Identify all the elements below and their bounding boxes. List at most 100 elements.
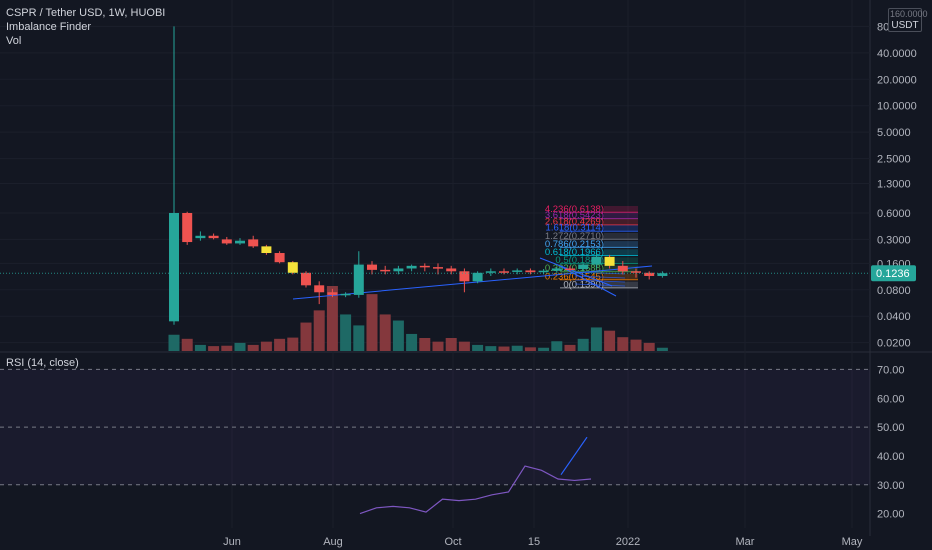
candle-body <box>274 253 285 263</box>
volume-bar <box>432 341 444 351</box>
volume-bar <box>564 344 576 351</box>
volume-bar <box>458 341 470 351</box>
price-axis-top-label: 160.0000 <box>890 9 928 19</box>
volume-bar <box>326 286 338 351</box>
indicator-imbalance-finder[interactable]: Imbalance Finder <box>6 21 91 33</box>
candle-body <box>248 239 259 247</box>
candle-body <box>578 264 589 270</box>
rsi-tick-label: 40.00 <box>877 451 905 463</box>
candle-body <box>538 270 549 273</box>
volume-bar <box>247 344 259 351</box>
last-price-tag <box>871 265 916 282</box>
fibonacci-level-label: 4.236(0.6138) <box>545 204 604 215</box>
candle-body <box>287 262 298 273</box>
price-tick-label: 0.0200 <box>877 338 911 350</box>
volume-bar <box>168 334 180 351</box>
indicator-volume[interactable]: Vol <box>6 35 22 47</box>
fibonacci-zone <box>604 212 638 219</box>
pitchfork-line <box>574 283 626 287</box>
fibonacci-level-label: 0(0.1390) <box>563 279 604 290</box>
candle-body <box>393 268 404 272</box>
volume-bar <box>472 344 484 351</box>
time-axis[interactable]: Jun Aug Oct 15 2022 Mar May <box>223 536 863 548</box>
rsi-tick-label: 60.00 <box>877 393 905 405</box>
candle-body <box>353 264 364 295</box>
channel-line <box>559 265 617 297</box>
volume-bar <box>221 345 233 351</box>
pitchfork-line <box>574 279 626 283</box>
candle-body <box>551 268 562 271</box>
symbol-title[interactable]: CSPR / Tether USD, 1W, HUOBI <box>6 7 166 19</box>
volume-bar <box>445 338 457 351</box>
candle-body <box>631 271 641 273</box>
fibonacci-level-label: 2.618(0.4269) <box>545 216 604 227</box>
currency-code: USDT <box>891 20 919 31</box>
candle-body <box>380 269 391 272</box>
rsi-pane: 70.00 60.00 50.00 40.00 30.00 20.00 <box>0 364 905 521</box>
fibonacci-level-label: 1.272(0.2710) <box>545 231 604 242</box>
candle-body <box>261 246 272 254</box>
fibonacci-zone <box>604 273 638 280</box>
volume-bar <box>366 294 378 351</box>
volume-bar <box>406 333 418 351</box>
price-tick-label: 10.0000 <box>877 101 917 113</box>
price-tick-label: 40.0000 <box>877 48 917 60</box>
fibonacci-level-label: 3.618(0.5423) <box>545 210 604 221</box>
fibonacci-zone <box>604 241 638 248</box>
candle-body <box>327 292 338 295</box>
volume-bar <box>379 314 391 351</box>
rsi-tick-label: 30.00 <box>877 480 905 492</box>
candle-body <box>657 273 668 276</box>
price-axis[interactable]: 80.000040.000020.000010.00005.00002.5000… <box>0 21 917 350</box>
volume-bar <box>287 337 299 351</box>
candle-body <box>644 272 655 276</box>
price-tick-label: 20.0000 <box>877 74 917 86</box>
fibonacci-level-label: 1.618(0.3114) <box>546 223 604 234</box>
candle-body <box>235 240 245 244</box>
volume-bar <box>419 338 431 351</box>
volume-bar <box>630 339 642 351</box>
rsi-tick-label: 20.00 <box>877 509 905 521</box>
price-tick-label: 0.3000 <box>877 234 911 246</box>
price-tick-label: 1.3000 <box>877 179 911 191</box>
fibonacci-level-label: 0.786(0.2153) <box>545 239 604 250</box>
time-tick-label: Oct <box>444 536 461 548</box>
candle-body <box>182 212 193 243</box>
volume-bar <box>234 342 246 351</box>
candle-body <box>195 235 206 239</box>
ascending-trendline <box>292 265 653 300</box>
fibonacci-zone <box>604 224 638 232</box>
fibonacci-zone <box>604 233 638 240</box>
volume-bar <box>498 346 510 351</box>
volume-bar <box>340 314 352 351</box>
fibonacci-zone <box>604 206 638 213</box>
volume-bar <box>617 337 629 351</box>
candle-body <box>367 264 377 270</box>
volume-bar <box>524 347 536 351</box>
candle-body <box>591 256 602 265</box>
volume-bar <box>392 320 404 351</box>
candle-body <box>485 271 496 273</box>
candlestick-series <box>169 26 668 325</box>
volume-bar <box>274 338 286 351</box>
currency-badge[interactable]: 160.0000 USDT <box>888 8 928 32</box>
volume-bar <box>313 310 325 351</box>
fibonacci-level-label: 0.236(0.1545) <box>545 271 604 282</box>
fibonacci-level-label: 0.618(0.1966) <box>545 247 604 258</box>
price-tick-label: 2.5000 <box>877 154 911 166</box>
fibonacci-zone <box>604 281 638 288</box>
candle-body <box>301 272 311 286</box>
fibonacci-zone <box>604 249 638 256</box>
rsi-line <box>359 465 592 515</box>
candle-body <box>208 235 219 239</box>
candle-body <box>446 268 457 272</box>
volume-bar <box>353 325 365 351</box>
volume-bar <box>590 327 602 351</box>
volume-bar <box>300 322 312 351</box>
rsi-legend[interactable]: RSI (14, close) <box>6 357 79 369</box>
volume-bar <box>485 346 497 351</box>
candle-body <box>472 272 483 282</box>
candle-body <box>459 271 470 282</box>
candle-body <box>525 270 536 273</box>
